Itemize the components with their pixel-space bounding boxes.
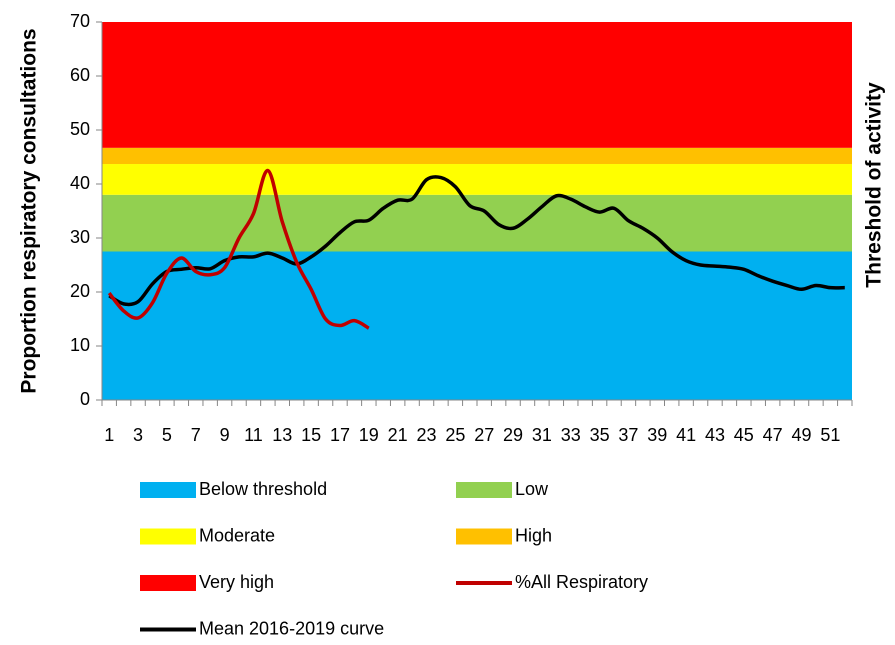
y-tick-label: 50: [70, 119, 90, 139]
x-tick-label: 37: [618, 425, 638, 445]
y-axis-title: Proportion respiratory consultations: [18, 28, 41, 393]
x-tick-label: 5: [162, 425, 172, 445]
x-tick-label: 49: [792, 425, 812, 445]
x-tick-label: 15: [301, 425, 321, 445]
y-tick-label: 30: [70, 227, 90, 247]
legend-swatch: [456, 482, 512, 498]
x-tick-label: 9: [220, 425, 230, 445]
x-tick-label: 43: [705, 425, 725, 445]
x-tick-label: 23: [417, 425, 437, 445]
threshold-band: [102, 164, 852, 195]
y-tick-label: 40: [70, 173, 90, 193]
x-tick-label: 3: [133, 425, 143, 445]
x-tick-label: 1: [104, 425, 114, 445]
x-tick-label: 17: [330, 425, 350, 445]
x-tick-label: 39: [647, 425, 667, 445]
x-tick-label: 33: [561, 425, 581, 445]
x-tick-label: 11: [244, 425, 263, 445]
legend-label: Moderate: [199, 525, 275, 545]
legend-swatch: [456, 528, 512, 545]
x-tick-label: 25: [445, 425, 465, 445]
legend-swatch: [140, 482, 196, 498]
legend-label: High: [515, 525, 552, 545]
y-tick-label: 10: [70, 335, 90, 355]
threshold-band: [102, 194, 852, 252]
x-tick-label: 35: [590, 425, 610, 445]
x-tick-label: 47: [763, 425, 783, 445]
y-tick-label: 60: [70, 65, 90, 85]
legend-label: Below threshold: [199, 479, 327, 499]
y-tick-label: 70: [70, 11, 90, 31]
x-tick-label: 19: [359, 425, 379, 445]
line-series: [108, 174, 845, 307]
y2-axis-title: Threshold of activity: [863, 82, 886, 288]
y-tick-label: 20: [70, 281, 90, 301]
y-tick-label: 0: [80, 389, 90, 409]
x-tick-label: 45: [734, 425, 754, 445]
x-tick-label: 27: [474, 425, 494, 445]
line-series: [107, 168, 370, 330]
x-tick-label: 7: [191, 425, 201, 445]
legend-label: Very high: [199, 572, 274, 592]
x-tick-label: 21: [388, 425, 408, 445]
threshold-band: [102, 22, 852, 148]
legend-label: Low: [515, 479, 549, 499]
legend-swatch: [140, 528, 196, 545]
legend-swatch: [140, 575, 196, 591]
threshold-band: [102, 147, 852, 165]
x-tick-label: 51: [820, 425, 840, 445]
x-tick-label: 31: [532, 425, 552, 445]
legend-label: %All Respiratory: [515, 572, 648, 592]
legend-label: Mean 2016-2019 curve: [199, 618, 384, 638]
x-tick-label: 29: [503, 425, 523, 445]
threshold-band: [102, 251, 852, 400]
x-tick-label: 41: [676, 425, 696, 445]
x-tick-label: 13: [272, 425, 292, 445]
